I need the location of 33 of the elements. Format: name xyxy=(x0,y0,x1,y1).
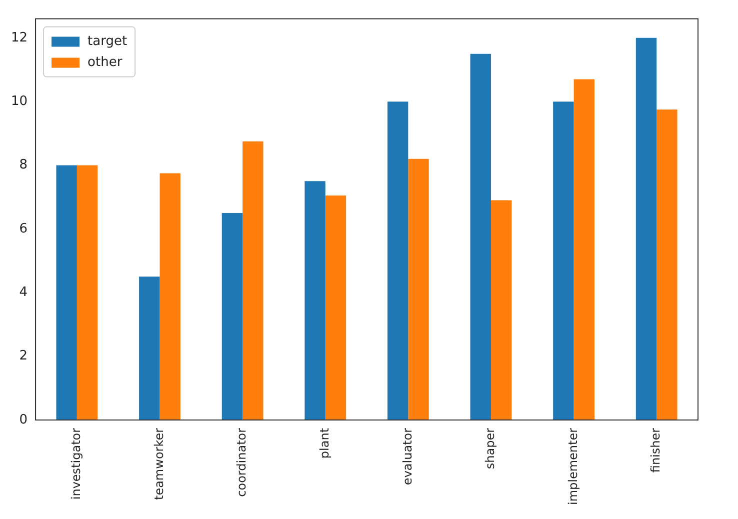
bar xyxy=(242,141,264,420)
y-tick-label: 6 xyxy=(19,221,28,236)
legend-label: other xyxy=(88,55,123,70)
bar xyxy=(139,276,160,420)
bar xyxy=(76,165,98,420)
bar xyxy=(490,200,512,420)
bar xyxy=(553,102,574,420)
bar xyxy=(636,38,657,420)
legend-label: target xyxy=(88,34,128,50)
y-tick-label: 0 xyxy=(19,412,28,428)
x-tick-label: implementer xyxy=(566,428,580,506)
x-tick-label: investigator xyxy=(69,428,84,500)
x-tick-label: evaluator xyxy=(400,428,414,486)
y-tick-label: 4 xyxy=(19,284,28,300)
bar xyxy=(470,54,491,420)
bar xyxy=(574,79,594,420)
y-tick-label: 8 xyxy=(19,158,28,173)
bar xyxy=(656,110,678,420)
x-tick-label: coordinator xyxy=(234,428,249,497)
bar xyxy=(325,195,346,420)
bar xyxy=(387,102,408,420)
y-tick-label: 10 xyxy=(10,94,28,109)
y-tick-label: 12 xyxy=(10,30,28,46)
bar xyxy=(408,158,429,420)
bar xyxy=(304,181,326,420)
bar xyxy=(56,165,77,420)
bar xyxy=(222,213,243,420)
x-tick-label: shaper xyxy=(483,428,498,470)
x-tick-label: finisher xyxy=(648,428,663,473)
y-tick-label: 2 xyxy=(19,348,28,364)
bar xyxy=(160,173,180,420)
x-tick-label: plant xyxy=(317,428,332,459)
x-tick-label: teamworker xyxy=(152,428,166,500)
